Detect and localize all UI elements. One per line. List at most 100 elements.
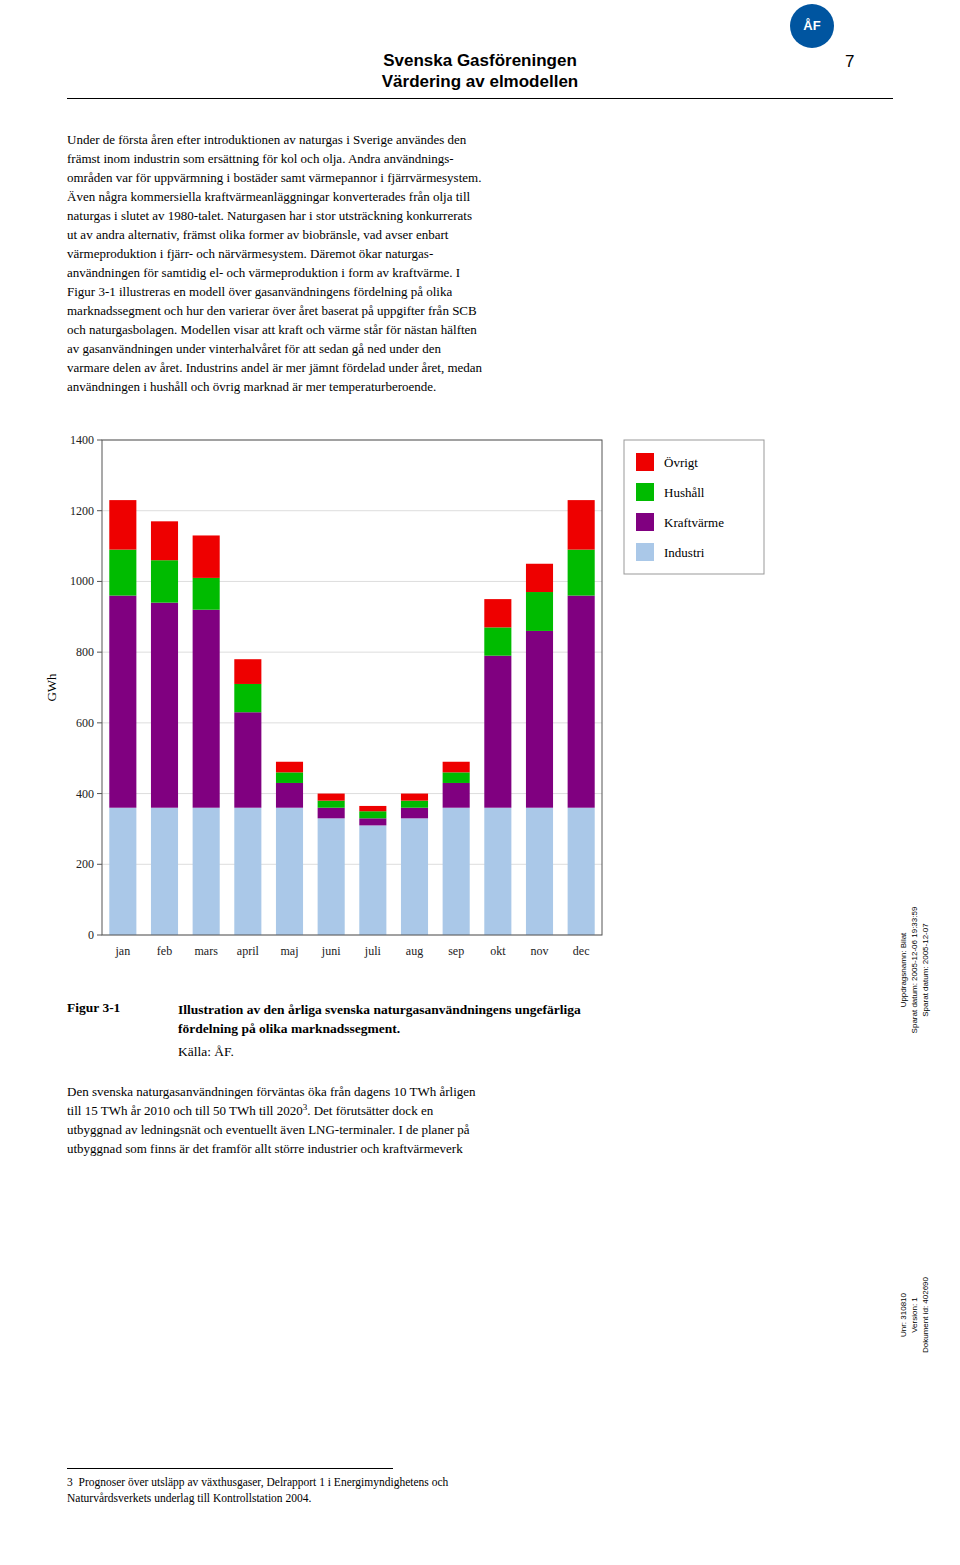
legend-frame	[624, 440, 764, 574]
y-tick	[97, 793, 102, 794]
legend-swatch	[636, 453, 654, 471]
bar-segment	[359, 825, 386, 935]
x-tick-label: mars	[195, 944, 219, 958]
bar-segment	[193, 535, 220, 577]
bar-segment	[318, 808, 345, 819]
plot-frame	[102, 440, 602, 935]
bar-segment	[151, 560, 178, 602]
bar-segment	[151, 521, 178, 560]
x-tick-label: juli	[364, 944, 382, 958]
y-tick	[97, 935, 102, 936]
bar-segment	[443, 783, 470, 808]
bar-segment	[151, 603, 178, 808]
legend-label: Övrigt	[664, 455, 698, 470]
bar-segment	[359, 811, 386, 818]
page-number: 7	[845, 52, 854, 72]
bar-segment	[276, 772, 303, 783]
bar-segment	[526, 808, 553, 935]
y-tick-label: 1200	[70, 504, 94, 518]
body-text: Under de första åren efter introduktione…	[67, 130, 482, 396]
page-title: Svenska GasföreningenVärdering av elmode…	[0, 50, 960, 92]
bar-segment	[109, 808, 136, 935]
x-tick-label: jan	[114, 944, 130, 958]
bar-segment	[109, 596, 136, 808]
bar-segment	[401, 801, 428, 808]
bar-segment	[443, 762, 470, 773]
footnote: 3 Prognoser över utsläpp av växthusgaser…	[67, 1474, 448, 1506]
bar-segment	[234, 659, 261, 684]
figure-caption: Illustration av den årliga svenska natur…	[178, 1000, 581, 1038]
bars	[109, 500, 594, 935]
bar-segment	[234, 684, 261, 712]
y-tick-label: 1000	[70, 574, 94, 588]
bar-segment	[109, 550, 136, 596]
figure-source: Källa: ÅF.	[178, 1044, 234, 1060]
header-rule	[67, 98, 893, 99]
x-tick-label: feb	[157, 944, 172, 958]
logo: ÅF	[790, 4, 834, 48]
bar-segment	[526, 631, 553, 808]
bar-segment	[568, 808, 595, 935]
x-tick-label: okt	[490, 944, 506, 958]
chart: 0 200 400 600 800 1000 1200 1400 GWh jan feb mars ap…	[40, 425, 840, 985]
x-tick-label: april	[237, 944, 260, 958]
body-text: Den svenska naturgasanvändningen förvänt…	[67, 1082, 476, 1158]
bar-segment	[401, 818, 428, 935]
bar-segment	[568, 596, 595, 808]
bar-segment	[526, 592, 553, 631]
y-tick	[97, 581, 102, 582]
y-tick-label: 200	[76, 857, 94, 871]
x-tick-label: aug	[406, 944, 423, 958]
y-tick-label: 800	[76, 645, 94, 659]
bar-segment	[526, 564, 553, 592]
side-text: Uppdragsnamn: Bilat Sparat datum: 2005-1…	[898, 907, 931, 1034]
bar-segment	[359, 818, 386, 825]
footnote-ref: 3	[303, 1102, 308, 1112]
y-tick-label: 0	[88, 928, 94, 942]
bar-segment	[484, 656, 511, 808]
legend-label: Hushåll	[664, 485, 705, 500]
bar-segment	[484, 599, 511, 627]
x-tick-label: sep	[448, 944, 464, 958]
bar-segment	[443, 808, 470, 935]
x-tick-label: dec	[573, 944, 590, 958]
x-tick-label: maj	[281, 944, 299, 958]
bar-segment	[234, 808, 261, 935]
legend-swatch	[636, 513, 654, 531]
bar-segment	[318, 801, 345, 808]
legend: Övrigt Hushåll Kraftvärme Industri	[624, 440, 764, 574]
bar-segment	[109, 500, 136, 549]
bar-segment	[318, 818, 345, 935]
bar-segment	[193, 808, 220, 935]
legend-swatch	[636, 543, 654, 561]
x-tick-label: juni	[321, 944, 341, 958]
y-axis-label: GWh	[44, 673, 59, 702]
y-tick-label: 400	[76, 787, 94, 801]
bar-segment	[443, 772, 470, 783]
bar-segment	[401, 794, 428, 801]
y-tick	[97, 440, 102, 441]
y-tick-label: 600	[76, 716, 94, 730]
x-tick-label: nov	[531, 944, 549, 958]
bar-segment	[484, 627, 511, 655]
bar-segment	[234, 712, 261, 807]
bar-segment	[568, 550, 595, 596]
y-tick	[97, 722, 102, 723]
bar-segment	[193, 578, 220, 610]
figure-label: Figur 3-1	[67, 1000, 120, 1016]
legend-label: Industri	[664, 545, 705, 560]
bar-segment	[151, 808, 178, 935]
bar-segment	[359, 806, 386, 811]
bar-segment	[568, 500, 595, 549]
bar-segment	[193, 610, 220, 808]
title-line: Värdering av elmodellen	[0, 71, 960, 92]
y-tick	[97, 652, 102, 653]
legend-label: Kraftvärme	[664, 515, 724, 530]
y-tick	[97, 864, 102, 865]
title-line: Svenska Gasföreningen	[0, 50, 960, 71]
y-tick-label: 1400	[70, 433, 94, 447]
bar-segment	[484, 808, 511, 935]
bar-segment	[276, 762, 303, 773]
bar-segment	[318, 794, 345, 801]
footnote-rule	[67, 1468, 393, 1469]
